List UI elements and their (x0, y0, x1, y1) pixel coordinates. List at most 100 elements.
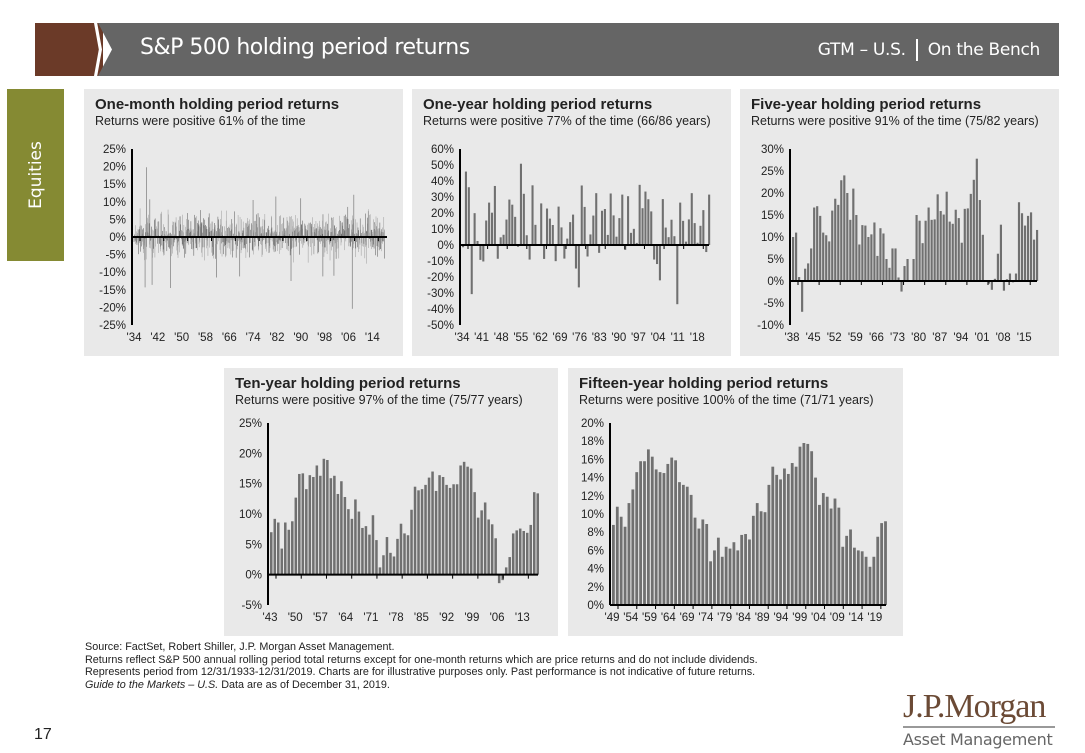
bar (999, 224, 1003, 281)
bar (479, 245, 482, 260)
bar (779, 479, 782, 605)
bar (679, 202, 682, 245)
x-tick-label: '69 (680, 612, 695, 624)
bar (716, 537, 720, 605)
x-tick-label: '85 (414, 612, 429, 624)
bar (748, 539, 751, 605)
x-axis: '38 '45 '52 '59 '66 '73 '80 '87 '94 '01 '08 '15 (785, 281, 1032, 344)
y-tick-label: 25% (761, 166, 784, 178)
x-tick-label: '06 (490, 612, 505, 624)
chart-subtitle: Returns were positive 61% of the time (95, 114, 306, 128)
bar (580, 185, 583, 245)
bar (897, 277, 900, 281)
bars (612, 443, 887, 605)
bar (557, 206, 560, 245)
x-tick-label: '89 (755, 612, 770, 624)
bar (566, 238, 569, 245)
bar (629, 232, 633, 245)
bar (522, 193, 525, 245)
section-label: On the Bench (927, 40, 1041, 60)
bar (502, 234, 505, 245)
bar (490, 212, 494, 245)
bar (957, 218, 960, 281)
x-tick-label: '66 (869, 332, 884, 344)
bar (690, 193, 693, 245)
x-tick-label: '43 (263, 612, 278, 624)
x-tick-label: '50 (174, 332, 189, 344)
bar (845, 535, 849, 605)
y-tick-label: 20% (103, 162, 126, 174)
bar (514, 216, 517, 245)
x-tick-label: '38 (785, 332, 800, 344)
guide-title: Guide to the Markets – U.S. (85, 678, 219, 691)
x-tick-label: '94 (953, 332, 969, 344)
bar (519, 163, 522, 245)
bar (529, 524, 532, 575)
y-tick-label: 30% (431, 192, 454, 204)
bar (963, 208, 966, 281)
bar (802, 443, 806, 605)
bar (975, 158, 978, 281)
bar (476, 517, 480, 575)
bar (816, 206, 819, 281)
bar (504, 567, 508, 575)
x-tick-label: '71 (363, 612, 378, 624)
bar (406, 535, 410, 575)
x-tick-label: '76 (572, 332, 587, 344)
footnotes: Source: FactSet, Robert Shiller, J.P. Mo… (85, 641, 758, 691)
bar (638, 184, 641, 245)
y-axis: 25% 20% 15% 10% 5% 0% -5% -10% -15% -20% -25% (99, 144, 126, 332)
y-tick-label: 6% (587, 545, 604, 557)
x-tick-label: '34 (455, 332, 471, 344)
bar (490, 524, 494, 575)
bar (1032, 239, 1036, 281)
header-divider (915, 39, 918, 61)
bar (942, 214, 945, 281)
bar (767, 484, 771, 605)
bar (470, 245, 473, 295)
bar (618, 218, 621, 245)
x-tick-label: '97 (631, 332, 646, 344)
bar (459, 465, 462, 575)
bar (755, 503, 759, 605)
x-tick-label: '99 (464, 612, 479, 624)
bar (709, 561, 712, 605)
bar (843, 175, 846, 281)
bar (322, 458, 326, 575)
bar (728, 548, 732, 605)
chart-title: Ten-year holding period returns (235, 375, 461, 392)
bar (682, 220, 685, 245)
x-tick-label: '09 (830, 612, 845, 624)
x-tick-label: '18 (690, 332, 705, 344)
y-tick-label: 5% (109, 214, 126, 226)
x-tick-label: '19 (867, 612, 882, 624)
bar (427, 477, 431, 575)
bar (807, 263, 810, 281)
chart-svg: 30% 25% 20% 15% 10% 5% 0% -5% -10%'38 '45 '52 '59 '6… (757, 144, 1039, 344)
bar (810, 451, 814, 605)
bar (751, 515, 755, 605)
y-tick-label: 0% (767, 276, 784, 288)
bar (525, 532, 529, 575)
y-tick-label: 20% (761, 188, 784, 200)
y-tick-label: -25% (99, 320, 126, 332)
y-tick-label: 10% (431, 224, 454, 236)
bar (861, 225, 864, 281)
bar (822, 232, 825, 281)
bar (783, 468, 786, 605)
bar (485, 220, 488, 245)
bar (993, 278, 996, 281)
bar (396, 538, 399, 575)
bar (666, 463, 670, 605)
bar (480, 510, 483, 575)
bar (364, 526, 368, 575)
chart-svg: 20% 18% 16% 14% 12% 10% 8% 6% 4% 2% 0%'49'54'59 '64… (581, 418, 887, 624)
bar (326, 460, 329, 575)
bar (966, 208, 969, 281)
bar (473, 213, 476, 245)
bar (794, 466, 798, 605)
bar (868, 566, 872, 605)
chart-title: One-year holding period returns (423, 96, 653, 113)
x-axis: '43 '50 '57 '64 '71 '78 '85 '92 '99 '06 '13 (263, 574, 530, 624)
bar (855, 215, 858, 281)
